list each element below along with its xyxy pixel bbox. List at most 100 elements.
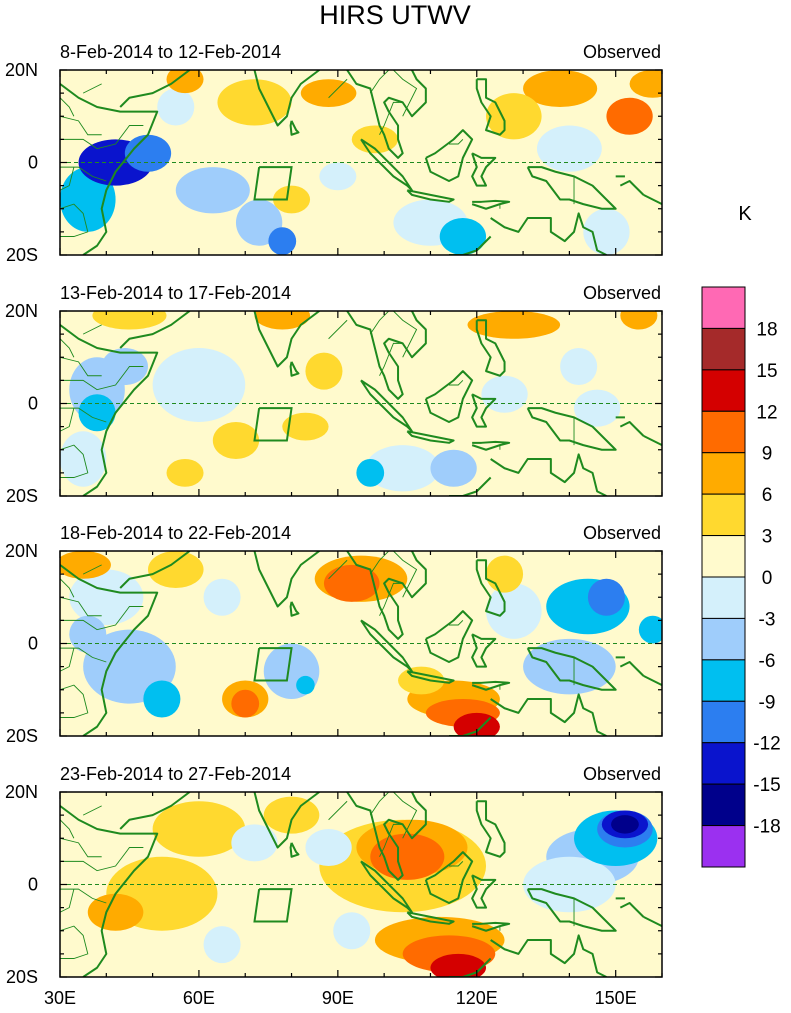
colorbar-label: -12 [753,734,780,755]
anomaly-contour [143,680,181,718]
panel-field [60,792,662,977]
country-border [82,83,102,94]
coastline [346,792,427,881]
anomaly-contour [323,564,380,602]
panel-date-range: 18-Feb-2014 to 22-Feb-2014 [60,523,291,543]
coastline [406,670,455,684]
colorbar-swatch [701,493,746,537]
anomaly-contour [430,953,487,977]
anomaly-contour [467,311,561,339]
country-border [60,97,75,117]
anomaly-contour [87,893,144,931]
anomaly-contour [157,88,195,126]
coastline [526,407,617,451]
anomaly-contour [560,348,598,385]
colorbar: 18 15 12 9 6 3 0 -3 -6 -9 -12 -15 -18 [701,286,781,868]
coastline [253,70,320,127]
coastline [424,129,474,182]
country-border [393,551,418,598]
coastline [471,440,511,451]
coastline [475,78,506,136]
coastline [471,633,497,668]
coastline [619,180,645,196]
colorbar-label: 12 [756,402,777,423]
coastline [289,842,300,858]
y-tick-label: 20S [6,245,38,265]
country-border [82,805,102,816]
panel-date-range: 13-Feb-2014 to 17-Feb-2014 [60,283,291,303]
country-border [60,606,144,631]
country-border [369,551,390,575]
coastline [471,393,497,428]
country-border [328,78,348,99]
y-tick-label: 20S [6,486,38,506]
country-border [60,889,75,913]
panel-observed-label: Observed [583,523,661,543]
country-border [333,70,334,71]
colorbar-swatch [701,369,746,412]
anomaly-contour [203,926,241,964]
colorbar-label: 3 [762,527,773,548]
country-border [369,311,390,335]
coastline [289,120,300,136]
anomaly-contour [60,431,107,487]
country-border [60,684,89,718]
anomaly-contour [92,311,167,330]
panel-observed-label: Observed [583,283,661,303]
coastline [346,70,427,159]
anomaly-contour [523,638,616,695]
y-tick-label: 0 [28,153,38,173]
anomaly-contour [333,912,371,950]
anomaly-contour [611,815,639,834]
coastline [471,874,497,909]
y-tick-label: 20N [5,782,38,802]
country-border [369,792,390,816]
coastline [360,138,413,192]
country-border [393,792,418,839]
anomaly-contour [175,167,250,214]
colorbar-unit-label: K [738,203,752,225]
panel-field [60,70,662,255]
coastline [526,888,617,932]
coastline [289,601,300,617]
country-border [60,819,75,839]
colorbar-swatch [701,576,746,619]
anomaly-contour [268,227,297,255]
coastline [424,370,474,423]
anomaly-contour [536,125,602,172]
panel: 18-Feb-2014 to 22-Feb-2014 Observed [59,523,663,737]
coastline [526,166,617,210]
panel: 23-Feb-2014 to 27-Feb-2014 Observed [59,764,663,978]
anomaly-contour [273,185,311,214]
anomaly-contour [166,70,204,94]
panel-date-range: 23-Feb-2014 to 27-Feb-2014 [60,764,291,784]
colorbar-swatch [701,452,746,495]
chart-title: HIRS UTWV [319,0,471,30]
x-tick-label: 30E [44,988,76,1008]
anomaly-contour [254,311,311,330]
country-border [60,356,102,377]
country-border [379,823,403,857]
anomaly-contour [351,125,399,154]
anomaly-contour [263,796,320,834]
colorbar-swatch [701,327,746,371]
coastline [424,851,474,904]
y-tick-label: 20N [5,301,38,321]
country-border [60,167,75,191]
region-box [253,407,293,442]
coastline [406,430,455,444]
anomaly-contour [620,311,658,330]
country-border [333,792,334,793]
colorbar-swatch [701,535,746,578]
y-tick-label: 20S [6,967,38,987]
coastline [119,70,191,108]
coastline [619,902,645,918]
country-border [60,648,75,672]
anomaly-contour [574,389,621,427]
coastline [475,559,506,617]
coastline [619,661,645,677]
colorbar-swatch [701,617,746,661]
country-border [333,551,334,552]
anomaly-contour [203,578,241,616]
coastline [346,311,427,400]
